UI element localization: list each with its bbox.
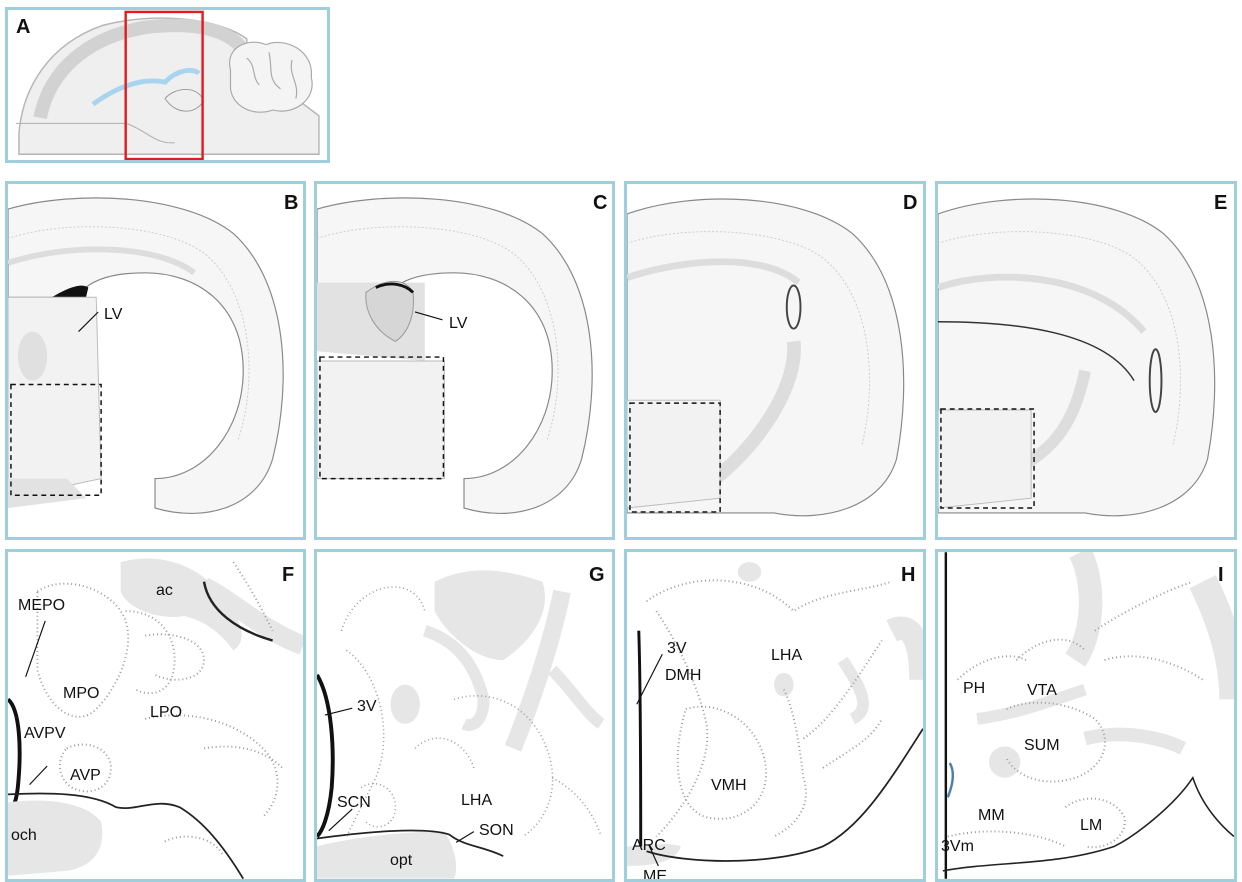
panel-letter-g: G — [589, 564, 605, 586]
label-scn: SCN — [337, 794, 371, 811]
label-son: SON — [479, 822, 514, 839]
lateral-ventricle-shape — [91, 67, 201, 107]
panel-i-magnified: I PH VTA SUM MM LM 3Vm — [935, 549, 1237, 882]
panel-c-coronal: C LV — [314, 181, 615, 540]
coronal-section-d — [627, 198, 905, 517]
label-avp: AVP — [70, 767, 101, 784]
magnified-section-i — [942, 552, 1234, 879]
label-arc: ARC — [632, 837, 666, 854]
panel-letter-f: F — [282, 564, 295, 586]
zoom-box-d — [629, 402, 721, 513]
sagittal-brain-drawing — [16, 10, 320, 160]
panel-letter-c: C — [593, 192, 608, 214]
panel-b-coronal: B LV — [5, 181, 306, 540]
label-lha: LHA — [461, 792, 493, 809]
panel-d-coronal: D — [624, 181, 926, 540]
coronal-section-e — [938, 198, 1216, 517]
panel-letter-d: D — [903, 192, 918, 214]
label-sum: SUM — [1024, 737, 1060, 754]
label-me: ME — [643, 868, 667, 882]
label-och: och — [11, 827, 37, 844]
label-lv: LV — [104, 306, 123, 323]
magnified-section-h — [627, 562, 923, 867]
label-mepo: MEPO — [18, 597, 66, 614]
panel-h-magnified: H 3V DMH LHA VMH ARC ME — [624, 549, 926, 882]
section-range-box — [124, 10, 204, 160]
label-lha: LHA — [771, 647, 803, 664]
label-vta: VTA — [1027, 682, 1057, 699]
label-3v: 3V — [357, 698, 377, 715]
panel-letter-h: H — [901, 564, 916, 586]
panel-g-magnified: G 3V SCN LHA SON opt — [314, 549, 615, 882]
magnified-section-g — [317, 570, 605, 879]
label-mm: MM — [978, 807, 1005, 824]
label-ph: PH — [963, 680, 986, 697]
magnified-section-f — [8, 558, 303, 879]
panel-f-magnified: F ac MEPO MPO LPO AVPV AVP och — [5, 549, 306, 882]
label-avpv: AVPV — [24, 725, 66, 742]
label-lm: LM — [1080, 817, 1103, 834]
panel-e-coronal: E — [935, 181, 1237, 540]
zoom-box-c — [319, 356, 445, 480]
zoom-box-e — [940, 408, 1035, 509]
panel-letter-i: I — [1218, 564, 1224, 586]
label-vmh: VMH — [711, 777, 747, 794]
zoom-box-b — [10, 383, 102, 496]
label-3v: 3V — [667, 640, 687, 657]
coronal-section-c — [317, 197, 593, 515]
label-3vm: 3Vm — [941, 838, 974, 855]
label-ac: ac — [156, 582, 173, 599]
panel-a-sagittal: A — [5, 7, 330, 163]
panel-letter-e: E — [1214, 192, 1228, 214]
label-dmh: DMH — [665, 667, 702, 684]
label-opt: opt — [390, 852, 413, 869]
coronal-section-b — [8, 197, 284, 515]
label-lpo: LPO — [150, 704, 183, 721]
label-lv: LV — [449, 315, 468, 332]
panel-letter-b: B — [284, 192, 299, 214]
panel-letter-a: A — [16, 16, 31, 38]
label-mpo: MPO — [63, 685, 100, 702]
